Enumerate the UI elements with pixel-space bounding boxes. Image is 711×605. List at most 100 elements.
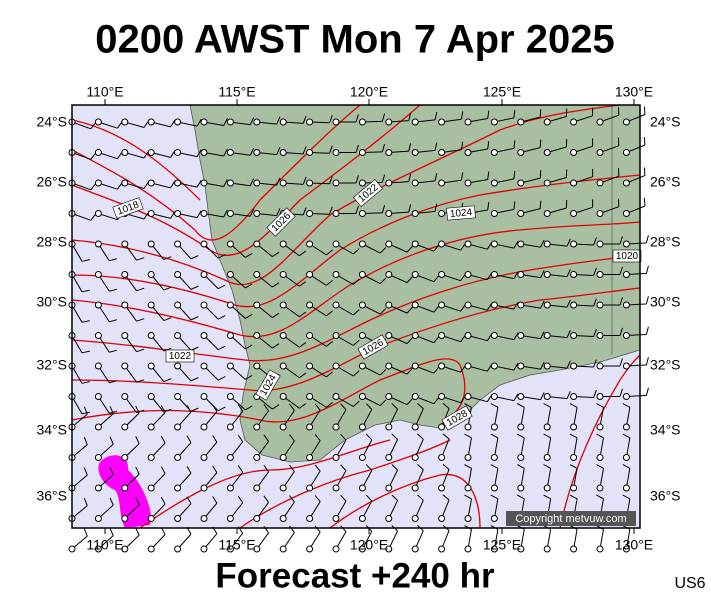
barb-flag [540, 201, 541, 209]
barb-station [439, 241, 445, 247]
wind-barb [175, 527, 191, 552]
barb-station [95, 180, 101, 186]
barb-station [412, 455, 418, 461]
lon-label-bottom: 125°E [483, 537, 521, 553]
barb-station [386, 455, 392, 461]
barb-station [412, 211, 418, 217]
lat-label-right: 28°S [650, 234, 681, 250]
barb-station [148, 333, 154, 339]
barb-station [148, 241, 154, 247]
barb-station [175, 516, 181, 522]
barb-station [518, 150, 524, 156]
barb-station [386, 333, 392, 339]
barb-station [623, 455, 629, 461]
barb-station [465, 241, 471, 247]
barb-station [412, 150, 418, 156]
barb-station [175, 485, 181, 491]
barb-station [623, 150, 629, 156]
isobar-label: 1024 [449, 207, 473, 220]
barb-station [148, 546, 154, 552]
barb-station [201, 516, 207, 522]
barb-flag [136, 528, 140, 535]
barb-station [280, 485, 286, 491]
barb-flag [646, 327, 648, 335]
barb-station [280, 394, 286, 400]
barb-station [544, 546, 550, 552]
barb-flag [644, 198, 645, 206]
barb-station [333, 241, 339, 247]
barb-station [254, 272, 260, 278]
barb-station [95, 119, 101, 125]
barb-station [439, 455, 445, 461]
barb-station [227, 272, 233, 278]
barb-station [227, 363, 233, 369]
barb-station [122, 485, 128, 491]
barb-station [280, 302, 286, 308]
barb-station [386, 302, 392, 308]
barb-station [491, 455, 497, 461]
lon-label-bottom: 110°E [86, 537, 123, 553]
barb-station [465, 119, 471, 125]
lon-label-top: 125°E [483, 84, 521, 100]
barb-station [95, 455, 101, 461]
barb-station [148, 119, 154, 125]
barb-station [465, 150, 471, 156]
barb-station [571, 180, 577, 186]
barb-station [571, 302, 577, 308]
barb-station [254, 302, 260, 308]
barb-station [95, 302, 101, 308]
barb-station [148, 394, 154, 400]
barb-station [597, 150, 603, 156]
barb-station [597, 302, 603, 308]
wind-barb [148, 528, 165, 552]
lon-label-top: 130°E [615, 84, 653, 100]
wind-barb [439, 525, 449, 552]
barb-station [597, 241, 603, 247]
barb-station [201, 363, 207, 369]
copyright: Copyright metvuw.com [515, 513, 626, 525]
barb-station [227, 485, 233, 491]
barb-station [175, 424, 181, 430]
wind-barb [254, 526, 269, 552]
barb-station [518, 394, 524, 400]
barb-station [597, 333, 603, 339]
barb-station [122, 394, 128, 400]
barb-station [201, 302, 207, 308]
barb-station [307, 272, 313, 278]
barb-station [122, 455, 128, 461]
barb-flag [646, 357, 648, 365]
barb-flag [646, 266, 648, 274]
barb-station [571, 150, 577, 156]
barb-station [280, 516, 286, 522]
barb-station [571, 546, 577, 552]
barb-station [227, 424, 233, 430]
barb-station [359, 119, 365, 125]
barb-station [333, 180, 339, 186]
barb-station [95, 363, 101, 369]
barb-station [280, 424, 286, 430]
barb-station [175, 211, 181, 217]
barb-station [148, 211, 154, 217]
barb-station [491, 424, 497, 430]
barb-station [95, 516, 101, 522]
lat-label-right: 32°S [650, 357, 681, 373]
barb-station [175, 302, 181, 308]
barb-station [518, 272, 524, 278]
barb-station [623, 394, 629, 400]
barb-flag [110, 528, 113, 535]
barb-station [518, 363, 524, 369]
barb-station [491, 333, 497, 339]
barb-station [518, 211, 524, 217]
barb-station [254, 455, 260, 461]
barb-flag [540, 170, 541, 178]
barb-station [227, 150, 233, 156]
wind-barb [570, 526, 577, 552]
barb-station [254, 424, 260, 430]
barb-station [571, 241, 577, 247]
barb-station [333, 516, 339, 522]
barb-station [148, 302, 154, 308]
barb-station [544, 485, 550, 491]
barb-station [359, 150, 365, 156]
barb-station [280, 119, 286, 125]
barb-station [359, 424, 365, 430]
